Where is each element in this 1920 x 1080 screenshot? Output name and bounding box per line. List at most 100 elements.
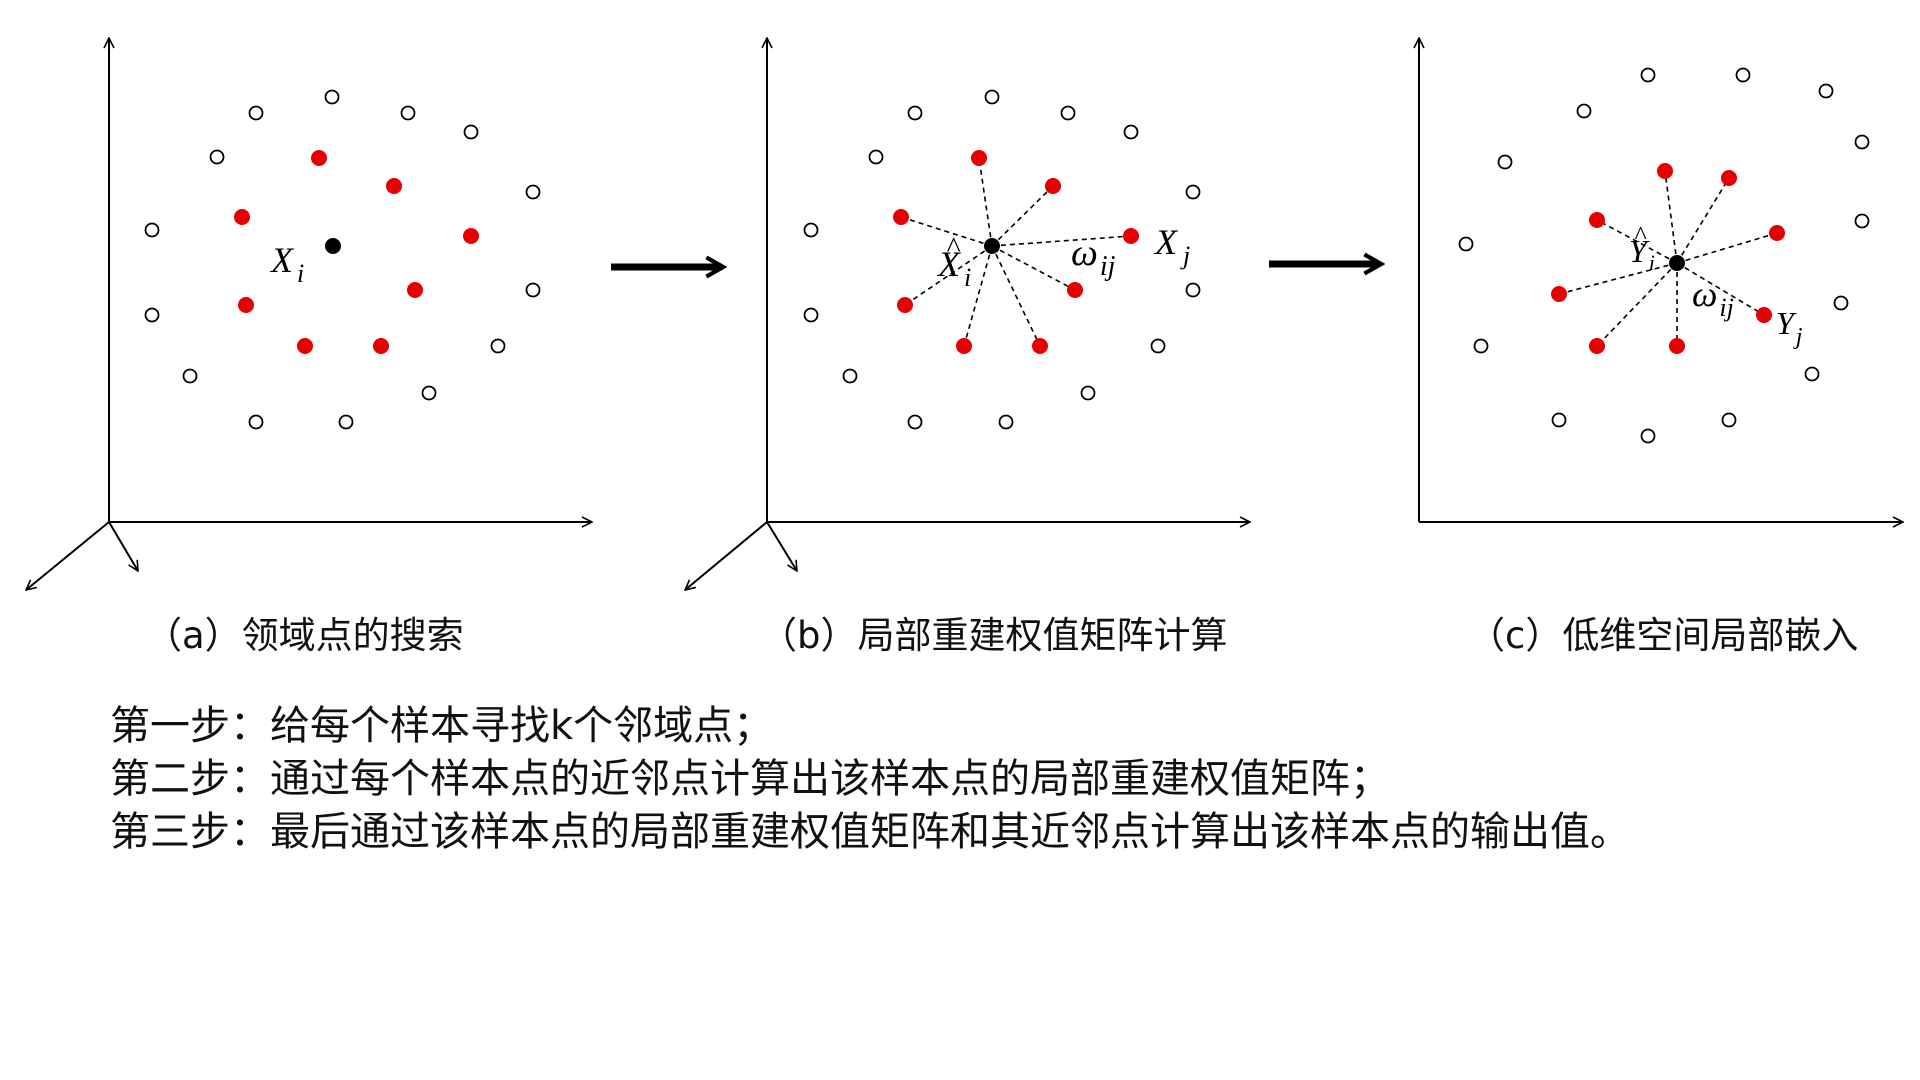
sample-point (324, 89, 340, 105)
sample-point (1458, 236, 1474, 252)
neighbor-point (297, 338, 313, 354)
step-1: 第一步：给每个样本寻找k个邻域点； (110, 703, 774, 749)
neighbor-points-c (1551, 163, 1785, 354)
axis-stub (766, 521, 797, 571)
step-2: 第二步：通过每个样本点的近邻点计算出该样本点的局部重建权值矩阵； (110, 756, 1390, 802)
neighbor-point (407, 282, 423, 298)
sample-point (1818, 83, 1834, 99)
z-axis (26, 521, 110, 590)
neighbor-point (893, 209, 909, 225)
weight-edge (991, 185, 1054, 247)
axis-stub (108, 521, 138, 571)
sample-point (998, 414, 1014, 430)
axes-b (685, 38, 1250, 590)
weight-edge (991, 235, 1132, 247)
step-3: 第三步：最后通过该样本点的局部重建权值矩阵和其近邻点计算出该样本点的输出值。 (110, 809, 1630, 855)
sample-point (1080, 385, 1096, 401)
sample-point (1640, 67, 1656, 83)
neighbor-point (1769, 225, 1785, 241)
neighbor-point (1123, 228, 1139, 244)
sample-point (1473, 338, 1489, 354)
axes-c (1419, 38, 1903, 522)
center-label: ^ Yi (1629, 221, 1655, 275)
neighbor-point (311, 150, 327, 166)
neighbor-point (1721, 170, 1737, 186)
sample-point (1640, 428, 1656, 444)
sample-point (1497, 154, 1513, 170)
sample-point (842, 368, 858, 384)
other-points-a (144, 89, 541, 430)
neighbor-point (1756, 307, 1772, 323)
center-point (1669, 255, 1685, 271)
weight-edge (1596, 219, 1678, 264)
neighbor-point (1067, 282, 1083, 298)
neighbor-points-a (234, 150, 479, 354)
weight-edge (1676, 262, 1765, 316)
caption-a: （a）领域点的搜索 (145, 614, 464, 657)
sample-point (525, 184, 541, 200)
neighbor-point (234, 209, 250, 225)
sample-point (1185, 282, 1201, 298)
step-list: 第一步：给每个样本寻找k个邻域点； 第二步：通过每个样本点的近邻点计算出该样本点… (110, 700, 1870, 859)
neighbor-point (373, 338, 389, 354)
sample-point (803, 307, 819, 323)
sample-point (1123, 124, 1139, 140)
sample-point (1854, 134, 1870, 150)
other-points-b (803, 89, 1201, 430)
sample-point (490, 338, 506, 354)
neighbor-point (1032, 338, 1048, 354)
neighbor-point (1551, 286, 1567, 302)
panel-c: ^ Yi ωij Yj （c）低维空间局部嵌入 (1419, 38, 1903, 657)
sample-point (803, 222, 819, 238)
weight-edge (1596, 262, 1678, 347)
weight-edge (1558, 262, 1678, 295)
neighbor-point (238, 297, 254, 313)
sample-point (1804, 366, 1820, 382)
weight-edges-c (1558, 170, 1778, 347)
neighbor-point (386, 178, 402, 194)
sample-point (1185, 184, 1201, 200)
sample-point (248, 105, 264, 121)
axes-a (26, 38, 592, 590)
sample-point (1551, 412, 1567, 428)
weight-label: ωij (1071, 232, 1116, 282)
sample-point (248, 414, 264, 430)
neighbor-points-b (893, 150, 1139, 354)
neighbor-point (897, 297, 913, 313)
caption-c: （c）低维空间局部嵌入 (1468, 614, 1858, 657)
neighbor-point (971, 150, 987, 166)
neighbor-point (1045, 178, 1061, 194)
weight-label: ωij (1692, 274, 1734, 322)
sample-point (421, 385, 437, 401)
weight-edges-b (900, 157, 1132, 347)
weight-edge (991, 245, 1076, 291)
sample-point (1060, 105, 1076, 121)
other-points-c (1458, 67, 1870, 444)
sample-point (144, 222, 160, 238)
z-axis (685, 521, 768, 590)
caption-b: （b）局部重建权值矩阵计算 (760, 614, 1228, 657)
neighbor-point (1669, 338, 1685, 354)
weight-edge (963, 245, 993, 347)
center-point (984, 238, 1000, 254)
sample-point (182, 368, 198, 384)
sample-point (1721, 412, 1737, 428)
weight-edge (1664, 170, 1678, 264)
weight-edge (900, 216, 993, 247)
center-label-text: Yi (1629, 233, 1655, 275)
sample-point (1854, 213, 1870, 229)
neighbor-point (1589, 212, 1605, 228)
weight-edge (991, 245, 1041, 347)
hat-accent: ^ (946, 231, 961, 264)
sample-point (1576, 103, 1592, 119)
sample-point (400, 105, 416, 121)
sample-point (338, 414, 354, 430)
neighbor-point (956, 338, 972, 354)
